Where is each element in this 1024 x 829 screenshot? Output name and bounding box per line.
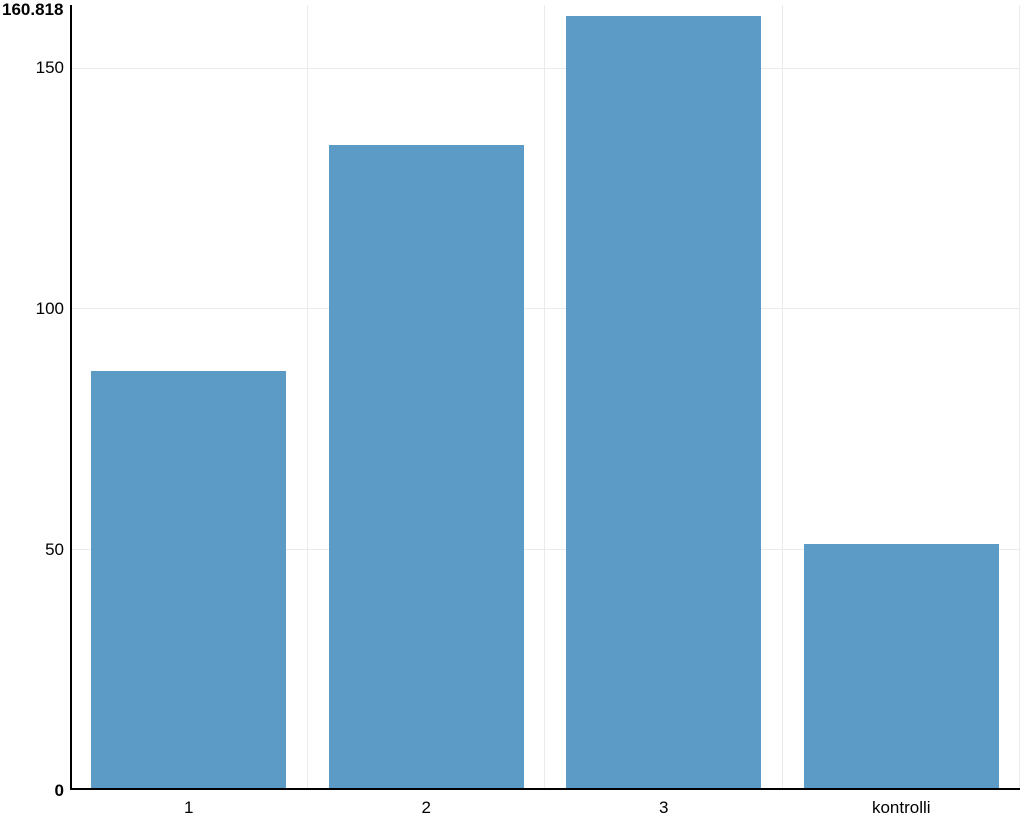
x-axis-line bbox=[70, 788, 1020, 790]
corner-max-label: 160.818 bbox=[2, 0, 63, 20]
x-tick-label: 2 bbox=[422, 798, 431, 818]
y-axis-line bbox=[70, 5, 72, 790]
bar bbox=[566, 16, 761, 790]
gridline-vertical bbox=[307, 5, 308, 790]
gridline-horizontal bbox=[70, 308, 1020, 309]
bar bbox=[804, 544, 999, 790]
gridline-vertical bbox=[544, 5, 545, 790]
y-tick-label: 150 bbox=[36, 58, 64, 78]
x-tick-label: 1 bbox=[184, 798, 193, 818]
bar bbox=[329, 145, 524, 790]
x-tick-label: 3 bbox=[659, 798, 668, 818]
plot-area bbox=[70, 5, 1020, 790]
gridline-vertical bbox=[782, 5, 783, 790]
gridline-vertical bbox=[1019, 5, 1020, 790]
gridline-horizontal bbox=[70, 68, 1020, 69]
y-tick-label: 0 bbox=[55, 781, 64, 801]
y-tick-label: 100 bbox=[36, 299, 64, 319]
x-tick-label: kontrolli bbox=[872, 798, 931, 818]
y-tick-label: 50 bbox=[45, 540, 64, 560]
bar-chart: 160.818 0 50 100 150 1 2 3 kontrolli bbox=[0, 0, 1024, 829]
bar bbox=[91, 371, 286, 790]
